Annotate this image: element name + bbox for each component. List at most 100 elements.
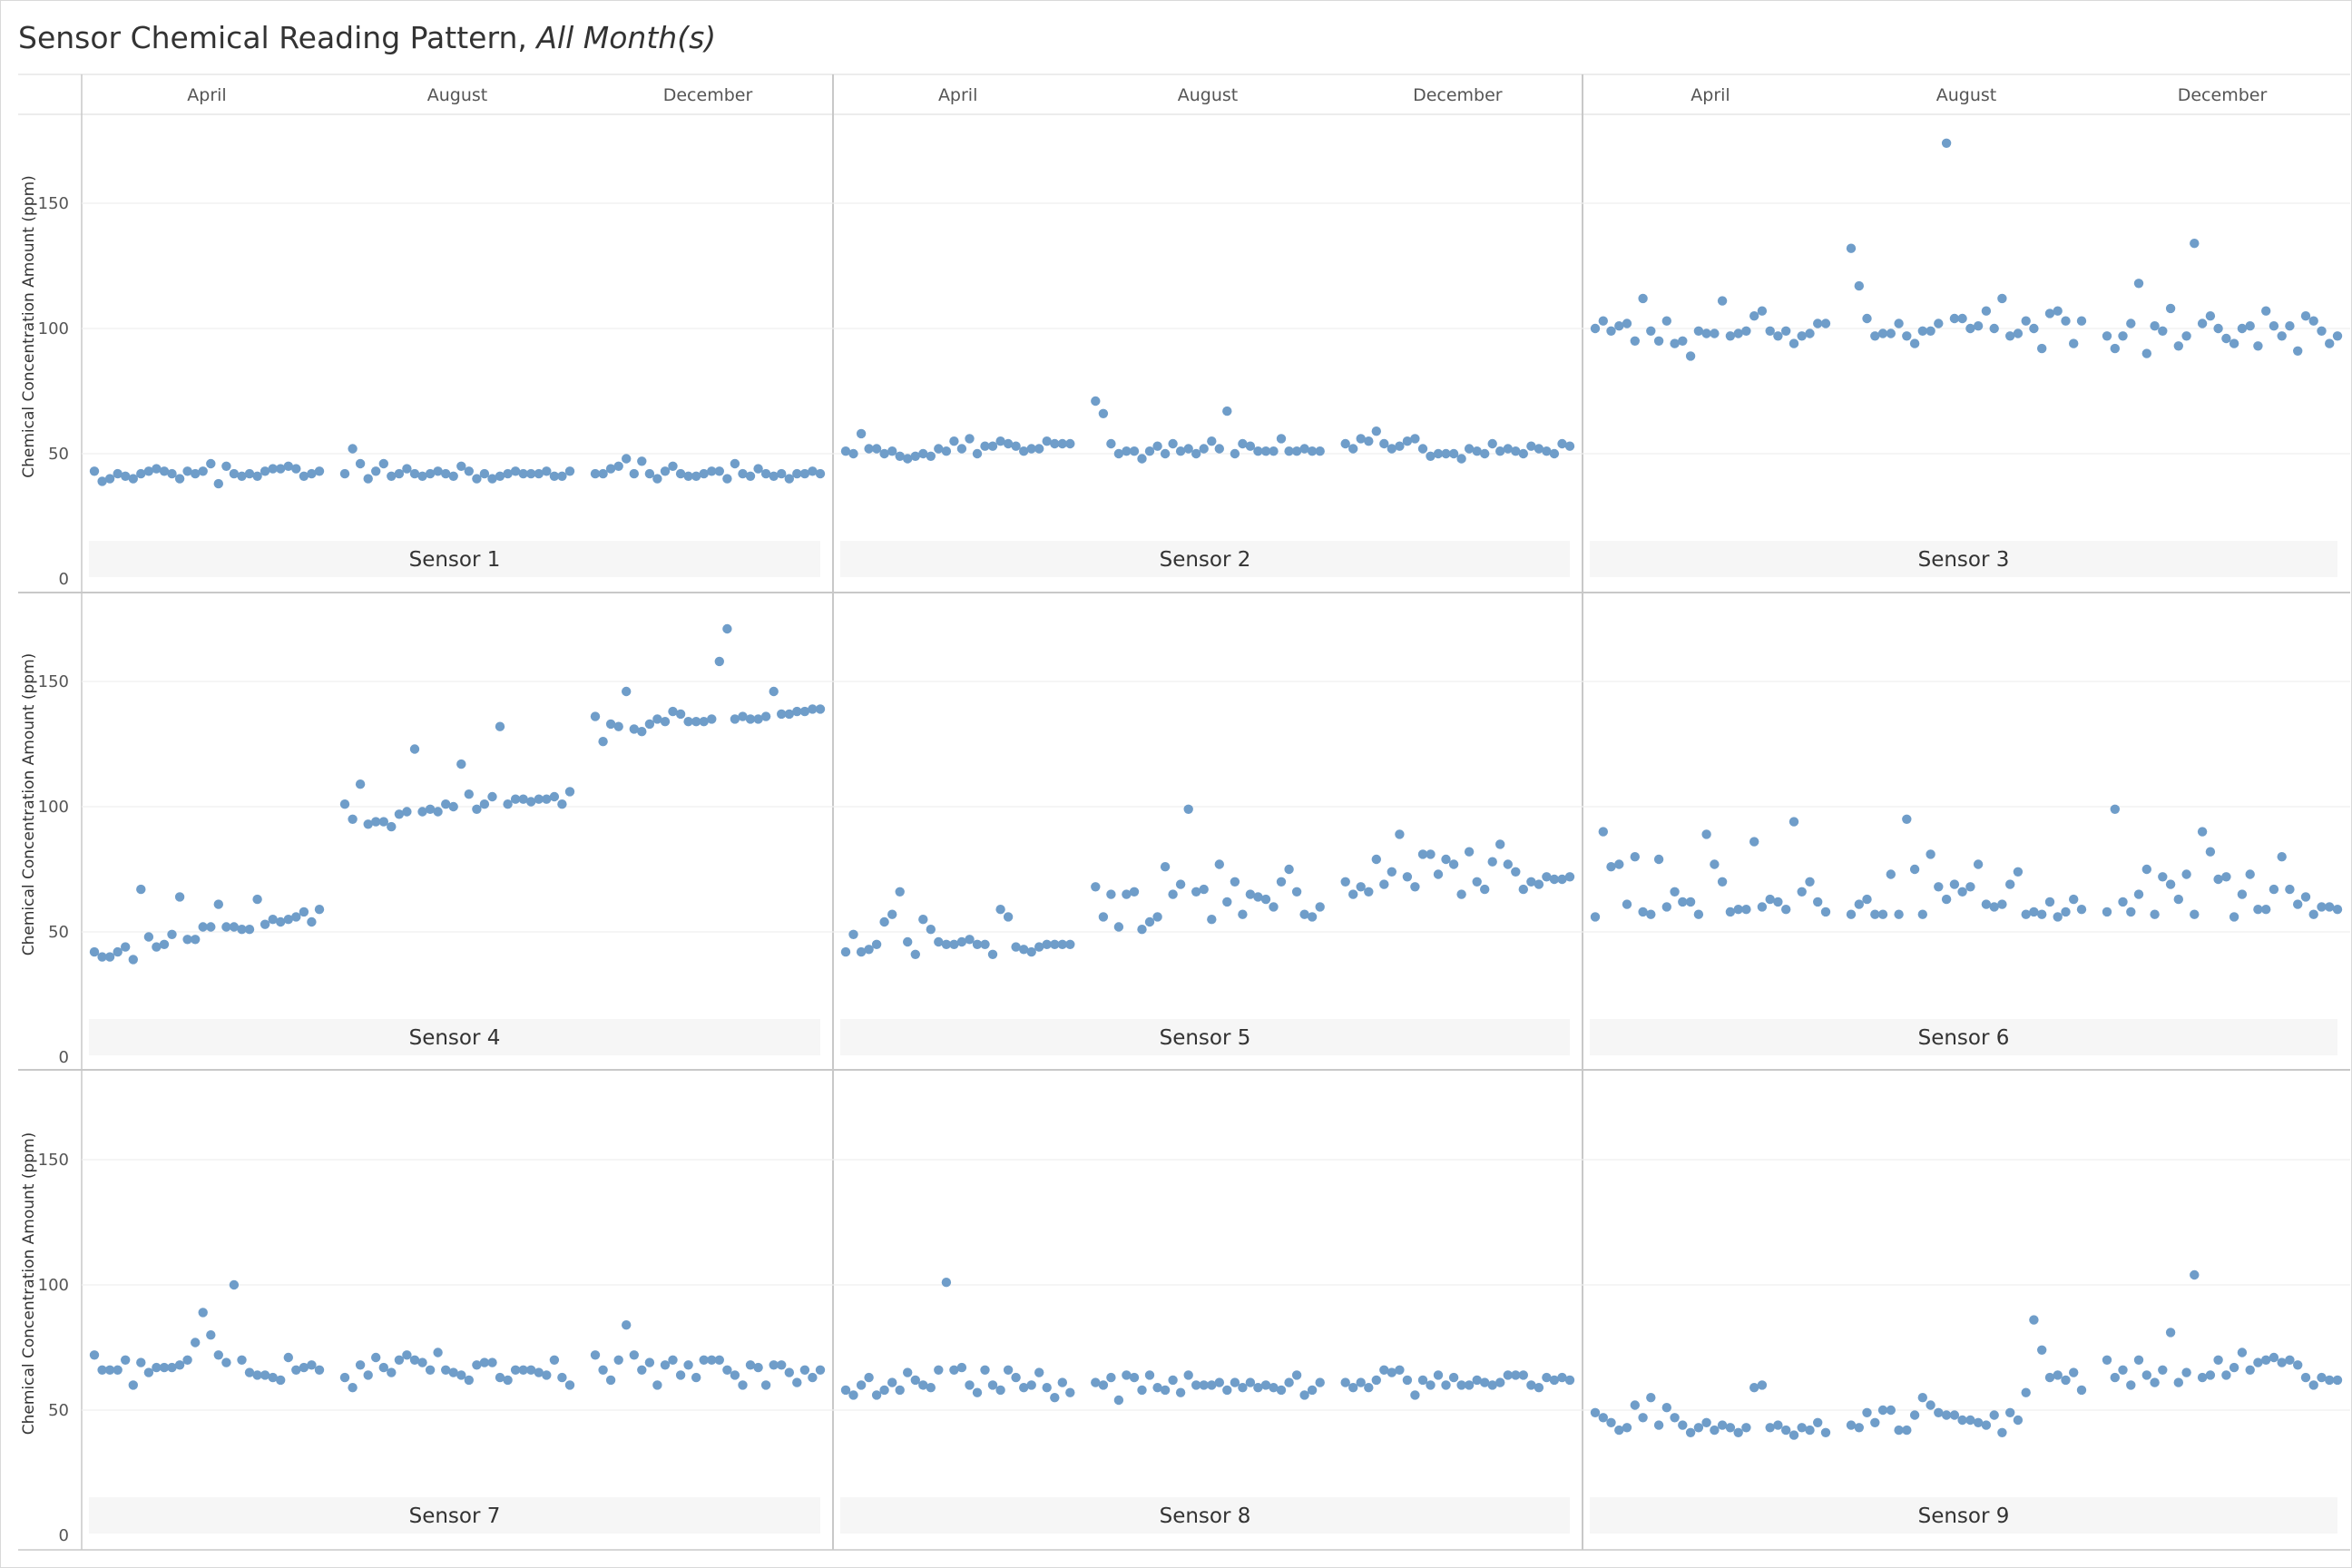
data-point xyxy=(1894,1425,1904,1436)
data-point xyxy=(1511,1370,1521,1380)
data-point xyxy=(1598,316,1609,326)
data-point xyxy=(1653,854,1664,865)
data-point xyxy=(879,916,889,927)
data-point xyxy=(840,446,851,456)
data-point xyxy=(1981,899,1992,909)
data-point xyxy=(314,466,325,476)
data-point xyxy=(104,952,115,962)
data-point xyxy=(668,461,678,471)
data-point xyxy=(2110,1372,2120,1383)
data-point xyxy=(128,1380,138,1390)
y-tick-label: 0 xyxy=(59,1526,69,1545)
data-point xyxy=(409,744,420,754)
data-point xyxy=(1717,296,1728,306)
y-tick-label: 0 xyxy=(59,1048,69,1067)
data-point xyxy=(1011,441,1021,451)
data-point xyxy=(784,1367,794,1377)
data-point xyxy=(2013,867,2024,877)
data-point xyxy=(980,939,990,950)
data-point xyxy=(1472,446,1482,456)
data-point xyxy=(1464,444,1475,454)
data-point xyxy=(1091,882,1101,892)
data-point xyxy=(799,1365,810,1376)
data-point xyxy=(2118,331,2128,341)
data-point xyxy=(1299,1390,1309,1400)
data-point xyxy=(1590,912,1601,922)
data-point xyxy=(1693,1423,1704,1433)
data-point xyxy=(252,1370,262,1380)
data-point xyxy=(2053,306,2063,316)
data-point xyxy=(1917,909,1927,919)
data-point xyxy=(2013,1415,2024,1426)
data-point xyxy=(1152,1383,1162,1393)
data-point xyxy=(1426,849,1436,859)
data-point xyxy=(1034,444,1044,454)
data-point xyxy=(622,1320,632,1330)
data-point xyxy=(2332,331,2343,341)
data-point xyxy=(745,714,756,724)
data-point xyxy=(965,935,975,945)
data-point xyxy=(1710,328,1720,338)
data-point xyxy=(2277,331,2287,341)
data-point xyxy=(1820,1427,1831,1438)
y-axis-label: Chemical Concentration Amount (ppm) xyxy=(20,653,38,956)
data-point xyxy=(2102,1355,2112,1366)
data-point xyxy=(1152,441,1162,451)
data-point xyxy=(2261,1355,2271,1366)
data-point xyxy=(769,686,779,697)
data-point xyxy=(1222,1385,1232,1396)
y-tick-label: 50 xyxy=(48,1401,69,1420)
data-point xyxy=(464,466,474,476)
data-point xyxy=(2317,902,2327,912)
data-point xyxy=(856,946,867,957)
data-point xyxy=(2308,316,2318,326)
data-point xyxy=(174,474,185,484)
data-point xyxy=(1284,446,1294,456)
data-point xyxy=(699,1355,709,1366)
month-header: April xyxy=(187,85,226,105)
data-point xyxy=(167,929,177,940)
data-point xyxy=(1614,859,1624,869)
data-point xyxy=(1503,444,1514,454)
data-point xyxy=(675,1370,686,1380)
data-point xyxy=(2197,1372,2208,1383)
data-point xyxy=(1042,939,1052,950)
data-point xyxy=(1441,854,1451,865)
data-point xyxy=(2197,827,2208,837)
data-point xyxy=(1410,1390,1420,1400)
data-point xyxy=(1269,1383,1279,1393)
data-point xyxy=(1065,1387,1075,1397)
data-point xyxy=(714,656,724,667)
data-point xyxy=(182,466,192,476)
data-point xyxy=(276,464,286,474)
data-point xyxy=(1805,328,1815,338)
data-point xyxy=(1549,448,1560,459)
data-point xyxy=(987,949,998,960)
data-point xyxy=(784,474,794,484)
data-point xyxy=(495,721,505,731)
data-point xyxy=(283,461,293,471)
data-point xyxy=(1870,331,1880,341)
data-point xyxy=(2069,338,2079,348)
data-point xyxy=(299,1362,309,1373)
data-point xyxy=(2013,328,2024,338)
data-point xyxy=(918,1380,928,1390)
data-point xyxy=(182,1355,192,1366)
data-point xyxy=(1622,1423,1632,1433)
data-point xyxy=(605,719,616,730)
data-point xyxy=(283,1352,293,1363)
data-point xyxy=(1098,408,1109,418)
data-point xyxy=(2061,316,2071,326)
data-point xyxy=(2293,1360,2303,1370)
data-point xyxy=(448,471,458,481)
data-point xyxy=(402,1350,412,1360)
data-point xyxy=(121,942,131,952)
data-point xyxy=(1238,438,1248,449)
data-point xyxy=(2118,897,2128,907)
data-point xyxy=(191,1338,201,1348)
data-point xyxy=(903,1367,913,1377)
data-point xyxy=(143,1367,154,1377)
panel-label-box xyxy=(89,1019,820,1055)
data-point xyxy=(1269,902,1279,912)
data-point xyxy=(2069,894,2079,905)
